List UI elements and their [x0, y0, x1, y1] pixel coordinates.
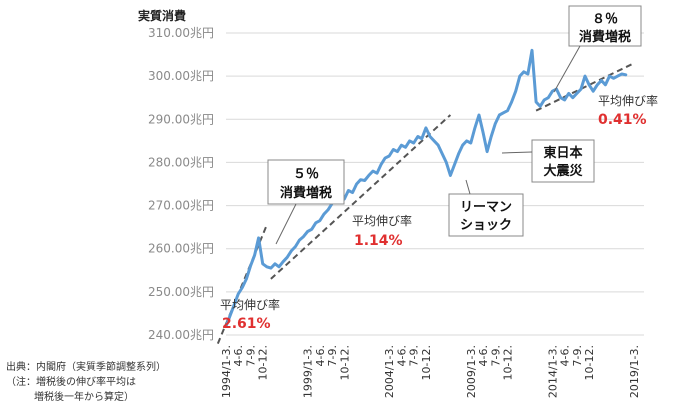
x-tick-label: 1999/1-3.	[302, 345, 315, 398]
x-tick-label: 7-9.	[571, 345, 584, 366]
x-axis-labels: 1994/1-3. 4-6. 7-9. 10-12. 1999/1-3. 4-6. 7-9.…	[220, 345, 641, 398]
avg-rate-value-2: 1.14%	[354, 233, 403, 249]
x-tick-label: 2004/1-3.	[383, 345, 396, 398]
x-tick-label: 4-6.	[314, 345, 327, 366]
x-tick-label: 10-12.	[257, 345, 270, 380]
x-tick-label: 10-12.	[338, 345, 351, 380]
annotation-lehman-pointer	[465, 179, 471, 195]
annotation-lehman-shock: リーマン ショック	[448, 193, 524, 237]
footnote-line-2: 増税後一年から算定）	[34, 390, 134, 403]
annotation-earthquake-line2: 大震災	[543, 163, 583, 179]
y-tick-label: 270.00兆円	[148, 199, 214, 213]
x-tick-label: 2019/1-3.	[628, 345, 641, 398]
annotation-tax-8-pointer	[553, 45, 581, 93]
avg-rate-value-3: 0.41%	[598, 112, 647, 128]
trend-line	[535, 62, 635, 112]
x-tick-label: 4-6.	[559, 345, 572, 366]
y-tick-label: 290.00兆円	[148, 112, 214, 126]
annotation-lehman-line2: ショック	[460, 218, 512, 233]
x-tick-label: 4-6.	[232, 345, 245, 366]
annotation-tax-5-line2: 消費増税	[280, 185, 332, 201]
y-axis-title: 実質消費	[138, 8, 186, 23]
annotation-tax-8-line2: 消費増税	[579, 29, 631, 45]
annotation-earthquake-line1: 東日本	[543, 145, 582, 161]
y-tick-label: 310.00兆円	[148, 26, 214, 40]
annotation-tax-5-pointer	[275, 203, 297, 245]
annotation-tax-8-line1: ８％	[592, 12, 618, 27]
annotation-tax-5: ５％ 消費増税	[267, 159, 345, 205]
x-tick-label: 2014/1-3.	[546, 345, 559, 398]
annotation-earthquake-pointer	[501, 151, 533, 154]
x-tick-label: 10-12.	[420, 345, 433, 380]
x-tick-label: 1994/1-3.	[220, 345, 233, 398]
x-tick-label: 4-6.	[395, 345, 408, 366]
data-series	[224, 48, 628, 328]
x-tick-label: 10-12.	[502, 345, 515, 380]
avg-rate-value-1: 2.61%	[222, 316, 271, 332]
avg-rate-label-3: 平均伸び率	[598, 93, 658, 108]
y-tick-label: 300.00兆円	[148, 69, 214, 83]
y-tick-label: 250.00兆円	[148, 285, 214, 299]
series-line	[224, 48, 628, 328]
avg-rate-label-2: 平均伸び率	[352, 213, 412, 228]
x-tick-label: 4-6.	[477, 345, 490, 366]
source-note: 出典：内閣府（実質季節調整系列）	[6, 360, 166, 373]
x-tick-label: 10-12.	[583, 345, 596, 380]
y-axis-labels: 310.00兆円 300.00兆円 290.00兆円 280.00兆円 270.00兆円…	[148, 26, 214, 342]
x-tick-label: 7-9.	[244, 345, 257, 366]
x-tick-label: 7-9.	[489, 345, 502, 366]
x-tick-label: 2009/1-3.	[465, 345, 478, 398]
trend-line	[270, 114, 452, 280]
x-tick-label: 7-9.	[408, 345, 421, 366]
y-tick-label: 280.00兆円	[148, 155, 214, 169]
avg-rate-label-1: 平均伸び率	[220, 297, 280, 312]
annotation-earthquake: 東日本 大震災	[531, 139, 595, 183]
y-tick-label: 260.00兆円	[148, 242, 214, 256]
annotation-tax-8: ８％ 消費増税	[568, 5, 642, 47]
x-tick-label: 7-9.	[326, 345, 339, 366]
y-tick-label: 240.00兆円	[148, 328, 214, 342]
annotation-tax-5-line1: ５％	[293, 167, 319, 182]
annotation-lehman-line1: リーマン	[460, 200, 512, 215]
footnote-line-1: （注：増税後の伸び率平均は	[6, 375, 136, 388]
